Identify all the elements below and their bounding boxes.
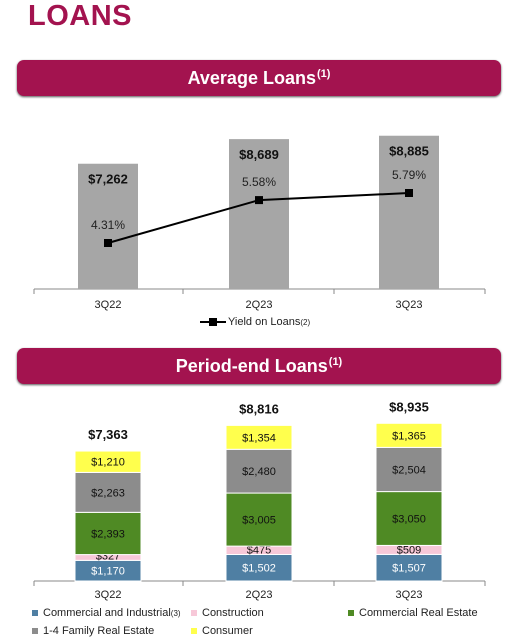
legend-line-marker-icon: [200, 318, 226, 326]
period-end-loans-title: Period-end Loans: [175, 355, 328, 376]
yield-point: [104, 239, 112, 247]
pe-segment-label: $1,354: [242, 432, 276, 444]
avg-bar-2q23: [229, 139, 289, 289]
yield-point: [405, 189, 413, 197]
avg-bar-3q22: [78, 163, 138, 289]
avg-bar-label: $8,689: [239, 147, 279, 162]
avg-x-tick-label: 2Q23: [246, 299, 273, 311]
pe-segment-label: $2,393: [91, 528, 125, 540]
pe-segment-label: $475: [247, 544, 271, 556]
avg-bar-label: $8,885: [389, 144, 429, 159]
pe-segment-label: $2,480: [242, 466, 276, 478]
avg-bar-3q23: [379, 135, 439, 289]
period-end-loans-banner: Period-end Loans (1): [17, 348, 501, 384]
legend-construction-swatch: [191, 610, 197, 616]
legend-family-swatch: [32, 628, 38, 634]
legend-consumer-label: Consumer: [202, 625, 253, 637]
pe-total-label: $7,363: [88, 427, 128, 442]
pe-segment-label: $3,050: [392, 514, 426, 526]
pe-segment-4: [375, 422, 443, 448]
pe-segment-2: [225, 492, 293, 547]
legend-family: 1-4 Family Real Estate: [32, 625, 154, 637]
average-loans-title: Average Loans: [187, 67, 316, 88]
legend-consumer: Consumer: [191, 625, 253, 637]
legend-ci-label: Commercial and Industrial: [43, 607, 171, 619]
pe-segment-label: $1,365: [392, 430, 426, 442]
yield-point-label: 5.79%: [392, 168, 426, 182]
pe-segment-4: [225, 424, 293, 450]
average-loans-banner: Average Loans (1): [17, 60, 501, 96]
pe-segment-3: [225, 448, 293, 494]
pe-segment-label: $1,507: [392, 563, 426, 575]
pe-segment-4: [74, 450, 142, 473]
legend-yield-label: Yield on Loans: [228, 316, 301, 328]
legend-cre-label: Commercial Real Estate: [359, 607, 478, 619]
avg-x-tick-label: 3Q23: [396, 299, 423, 311]
pe-x-tick-label: 2Q23: [246, 589, 273, 601]
legend-construction-label: Construction: [202, 607, 264, 619]
pe-total-label: $8,935: [389, 399, 429, 414]
pe-segment-0: [375, 553, 443, 582]
avg-x-tick-label: 3Q22: [95, 299, 122, 311]
pe-segment-label: $509: [397, 544, 421, 556]
page-title: LOANS: [28, 0, 132, 32]
legend-cre: Commercial Real Estate: [348, 607, 478, 619]
pe-segment-label: $2,504: [392, 464, 426, 476]
avg-bar-label: $7,262: [88, 172, 128, 187]
pe-segment-label: $1,170: [91, 566, 125, 578]
legend-family-label: 1-4 Family Real Estate: [43, 625, 155, 637]
legend-yield-sup: (2): [300, 317, 311, 327]
yield-point-label: 4.31%: [91, 218, 125, 232]
yield-point: [255, 196, 263, 205]
legend-construction: Construction: [191, 607, 264, 619]
pe-segment-2: [74, 511, 142, 556]
legend-cre-swatch: [348, 610, 354, 616]
legend-ci-swatch: [32, 610, 38, 616]
legend-ci: Commercial and Industrial (3): [32, 607, 181, 619]
pe-segment-label: $1,502: [242, 563, 276, 575]
pe-total-label: $8,816: [239, 401, 279, 416]
yield-point-label: 5.58%: [242, 175, 276, 189]
pe-segment-3: [375, 446, 443, 493]
legend-yield: Yield on Loans (2): [200, 316, 310, 328]
pe-segment-label: $1,210: [91, 457, 125, 469]
legend-consumer-swatch: [191, 628, 197, 634]
average-loans-footnote: (1): [316, 68, 331, 80]
pe-x-tick-label: 3Q23: [396, 589, 423, 601]
pe-segment-3: [74, 471, 142, 513]
pe-x-tick-label: 3Q22: [95, 589, 122, 601]
legend-ci-sup: (3): [170, 608, 181, 618]
pe-segment-2: [375, 491, 443, 546]
period-end-loans-footnote: (1): [328, 356, 343, 368]
pe-segment-label: $2,263: [91, 487, 125, 499]
pe-segment-label: $3,005: [242, 515, 276, 527]
